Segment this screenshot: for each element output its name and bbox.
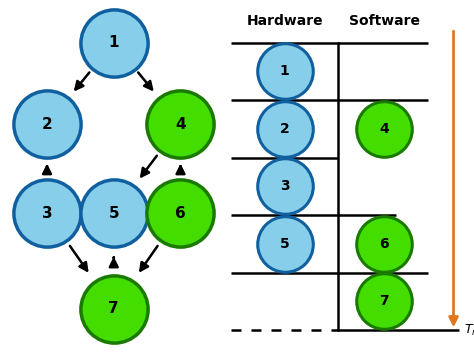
- Text: 5: 5: [109, 206, 119, 220]
- Text: 7: 7: [380, 294, 389, 308]
- Point: [381, 299, 388, 304]
- Text: 1: 1: [109, 35, 119, 50]
- Text: Hardware: Hardware: [246, 14, 323, 28]
- Point: [281, 241, 288, 247]
- Text: 6: 6: [175, 206, 186, 220]
- Text: 6: 6: [380, 237, 389, 251]
- Point: [381, 126, 388, 132]
- Text: 4: 4: [175, 117, 186, 132]
- Text: Software: Software: [349, 14, 420, 28]
- Text: 5: 5: [280, 237, 290, 251]
- Point: [43, 121, 51, 127]
- Point: [177, 121, 184, 127]
- Text: 4: 4: [380, 122, 389, 136]
- Point: [110, 210, 118, 216]
- Point: [281, 184, 288, 189]
- Text: 3: 3: [42, 206, 52, 220]
- Point: [281, 126, 288, 132]
- Text: 3: 3: [280, 179, 290, 193]
- Text: 2: 2: [42, 117, 53, 132]
- Point: [110, 306, 118, 312]
- Point: [177, 210, 184, 216]
- Point: [110, 40, 118, 45]
- Point: [281, 69, 288, 74]
- Text: $T_{max}$: $T_{max}$: [464, 323, 474, 338]
- Point: [43, 210, 51, 216]
- Text: 7: 7: [109, 301, 119, 316]
- Text: 2: 2: [280, 122, 290, 136]
- Text: 1: 1: [280, 64, 290, 78]
- Point: [381, 241, 388, 247]
